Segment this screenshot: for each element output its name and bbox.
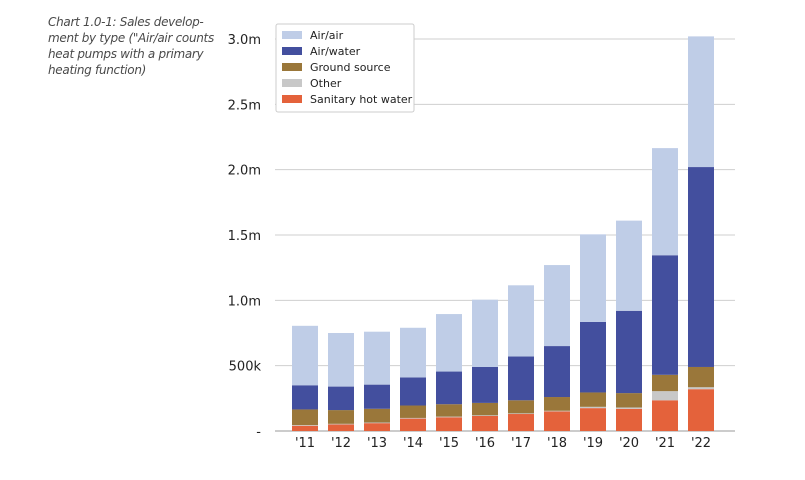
x-tick-label: '17	[511, 436, 531, 451]
bar-segment	[544, 265, 570, 347]
y-tick-label: 1.5m	[228, 229, 261, 244]
bar-segment	[652, 400, 678, 431]
bar-segment	[436, 416, 462, 418]
bar-segment	[328, 333, 354, 387]
bar-segment	[544, 346, 570, 398]
bar-segment	[328, 410, 354, 424]
axes: - 500k 1.0m 1.5m 2.0m 2.5m 3.0m '11 '12 '13 '14 '15…	[228, 33, 711, 451]
bar-segment	[328, 423, 354, 425]
x-tick-label: '22	[691, 436, 711, 451]
y-tick-label: 1.0m	[228, 294, 261, 309]
bars	[292, 36, 714, 431]
bar-segment	[472, 415, 498, 416]
legend-swatch	[282, 31, 302, 39]
bar-segment	[472, 402, 498, 416]
bar-segment	[400, 418, 426, 431]
bar-segment	[688, 366, 714, 388]
bar-segment	[580, 321, 606, 393]
bar-segment	[472, 299, 498, 367]
bar-segment	[364, 408, 390, 423]
x-tick-label: '14	[403, 436, 423, 451]
bar-segment	[580, 406, 606, 409]
x-tick-label: '12	[331, 436, 351, 451]
bar-segment	[544, 410, 570, 412]
legend-label: Other	[310, 77, 342, 90]
y-tick-label: 3.0m	[228, 33, 261, 48]
bar-segment	[616, 408, 642, 431]
chart-caption: Chart 1.0-1: Sales develop-ment by type …	[48, 15, 214, 77]
bar-segment	[364, 422, 390, 424]
bar-segment	[508, 414, 534, 431]
bar-segment	[328, 424, 354, 431]
legend-swatch	[282, 95, 302, 103]
bar-segment	[328, 386, 354, 411]
bar-segment	[544, 397, 570, 411]
bar-segment	[544, 411, 570, 431]
x-tick-label: '11	[295, 436, 315, 451]
bar-segment	[580, 234, 606, 322]
bar-segment	[688, 36, 714, 168]
bar-segment	[616, 393, 642, 408]
bar-segment	[616, 407, 642, 409]
legend-label: Air/water	[310, 45, 361, 58]
x-tick-label: '13	[367, 436, 387, 451]
bar-segment	[436, 371, 462, 405]
legend: Air/air Air/water Ground source Other Sanita…	[275, 23, 415, 113]
bar-segment	[652, 255, 678, 375]
x-tick-label: '21	[655, 436, 675, 451]
bar-segment	[652, 374, 678, 392]
x-tick-label: '15	[439, 436, 459, 451]
bar-segment	[616, 310, 642, 394]
legend-box	[275, 23, 415, 113]
bar-segment	[580, 392, 606, 407]
bar-segment	[292, 425, 318, 426]
legend-swatch	[282, 79, 302, 87]
bar-segment	[616, 220, 642, 311]
x-tick-label: '20	[619, 436, 639, 451]
bar-segment	[292, 409, 318, 426]
bar-segment	[472, 415, 498, 431]
y-tick-label: -	[256, 425, 261, 440]
y-tick-label: 2.0m	[228, 164, 261, 179]
bar-segment	[688, 167, 714, 367]
x-tick-label: '19	[583, 436, 603, 451]
bar-segment	[400, 405, 426, 418]
legend-swatch	[282, 47, 302, 55]
legend-label: Air/air	[310, 29, 344, 42]
bar-segment	[472, 366, 498, 403]
bar-segment	[400, 327, 426, 378]
legend-swatch	[282, 63, 302, 71]
bar-segment	[436, 417, 462, 431]
y-tick-label: 500k	[229, 360, 262, 375]
bar-segment	[688, 389, 714, 431]
y-tick-label: 2.5m	[228, 98, 261, 113]
bar-segment	[652, 148, 678, 256]
legend-label: Sanitary hot water	[310, 93, 413, 106]
bar-segment	[436, 314, 462, 372]
bar-segment	[400, 377, 426, 406]
bar-segment	[508, 356, 534, 401]
bar-segment	[400, 417, 426, 419]
bar-segment	[652, 391, 678, 401]
bar-segment	[508, 285, 534, 357]
bar-segment	[292, 425, 318, 431]
bar-segment	[508, 413, 534, 415]
x-tick-label: '18	[547, 436, 567, 451]
bar-segment	[292, 325, 318, 386]
bar-segment	[508, 400, 534, 414]
bar-segment	[436, 404, 462, 417]
bar-segment	[364, 423, 390, 431]
legend-label: Ground source	[310, 61, 391, 74]
bar-segment	[364, 331, 390, 385]
bar-segment	[292, 385, 318, 410]
bar-segment	[364, 384, 390, 409]
bar-segment	[580, 408, 606, 431]
bar-segment	[688, 387, 714, 390]
x-tick-label: '16	[475, 436, 495, 451]
